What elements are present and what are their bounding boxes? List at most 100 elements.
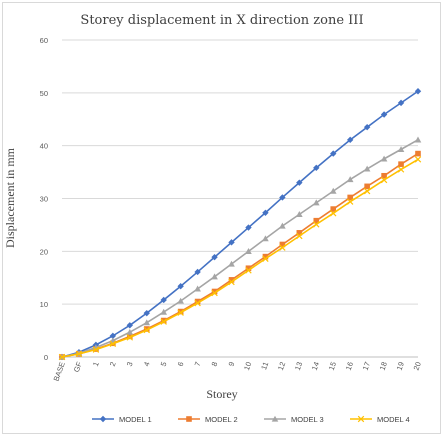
data-point [194, 298, 201, 305]
data-point [313, 221, 320, 228]
data-point [160, 308, 168, 315]
legend-label: MODEL 2 [205, 415, 238, 424]
data-point [279, 194, 286, 201]
data-point [313, 217, 320, 224]
y-tick-label: 20 [40, 247, 48, 256]
data-point [127, 333, 133, 340]
data-point [330, 210, 337, 217]
x-tick-label: 18 [378, 361, 389, 372]
y-tick-label: 30 [40, 195, 48, 204]
chart-frame [2, 2, 441, 434]
data-point [245, 248, 252, 254]
data-point [262, 209, 269, 216]
data-point [364, 183, 370, 190]
data-point [126, 328, 134, 335]
data-point [109, 332, 117, 340]
x-tick-label: 1 [91, 361, 101, 368]
data-point [160, 318, 167, 325]
data-point [211, 288, 218, 295]
data-point [143, 326, 150, 334]
data-point [262, 255, 269, 262]
x-tick-label: 5 [159, 361, 169, 368]
data-point [245, 265, 252, 272]
data-point [380, 155, 388, 162]
data-point [271, 415, 279, 422]
legend: MODEL 1 MODEL 2 MODEL 3 MODEL 4 [92, 415, 410, 424]
x-axis-label: Storey [206, 387, 237, 401]
data-point [414, 88, 422, 95]
data-point [357, 415, 365, 423]
x-tick-label: 12 [276, 361, 287, 372]
legend-label: MODEL 4 [377, 415, 410, 424]
x-tick-label: GF [72, 360, 84, 373]
data-point [228, 260, 235, 267]
data-point [160, 317, 167, 324]
data-point [109, 340, 117, 348]
data-point [126, 322, 134, 329]
data-point [296, 232, 303, 240]
series-model-4 [58, 156, 422, 361]
x-tick-label: 9 [227, 361, 237, 368]
data-point [211, 253, 218, 261]
series-model-1 [58, 88, 422, 361]
y-tick-label: 50 [40, 89, 48, 98]
legend-item: MODEL 1 [92, 415, 152, 424]
data-point [194, 268, 201, 276]
data-point [347, 194, 353, 201]
data-point [194, 299, 201, 307]
legend-item: MODEL 2 [178, 415, 238, 424]
data-point [211, 289, 218, 297]
y-axis-label: Displacement in mm [3, 147, 17, 248]
x-tick-label: 15 [327, 361, 338, 372]
data-point [329, 187, 337, 194]
x-axis-ticks: BASE GF 1 2 3 4 5 6 7 8 9 10 11 12 13 14 15 16 17 18 19 20 [52, 360, 423, 382]
data-point [75, 350, 83, 358]
series-line [61, 90, 419, 358]
data-point [312, 199, 320, 206]
x-tick-label: 4 [142, 361, 152, 368]
legend-label: MODEL 3 [291, 415, 324, 424]
data-point [58, 353, 66, 361]
x-tick-label: 17 [361, 361, 372, 372]
series-line [61, 139, 419, 358]
data-point [177, 283, 184, 290]
x-tick-label: 7 [193, 361, 203, 368]
data-point [363, 165, 371, 172]
data-point [398, 161, 404, 167]
data-point [363, 187, 371, 195]
data-point [177, 297, 184, 304]
x-tick-label: 8 [210, 361, 220, 368]
x-tick-label: 14 [310, 361, 321, 372]
y-tick-label: 10 [40, 300, 48, 309]
data-point [92, 346, 100, 353]
data-point [381, 172, 387, 179]
y-tick-label: 0 [44, 353, 48, 362]
x-tick-label: 10 [242, 361, 253, 372]
series-model-3 [58, 136, 422, 360]
data-point [262, 235, 269, 242]
chart-title: Storey displacement in X direction zone … [80, 13, 363, 28]
data-point [296, 230, 303, 236]
x-tick-label: 2 [108, 361, 118, 368]
x-tick-label: 13 [293, 361, 304, 372]
x-tick-label: 11 [259, 361, 270, 371]
data-point [143, 319, 151, 326]
data-point [228, 239, 235, 246]
x-tick-label: 16 [344, 361, 355, 372]
data-point [346, 176, 354, 183]
series-model-2 [59, 150, 421, 360]
data-point [262, 253, 269, 260]
data-point [414, 156, 422, 163]
y-tick-label: 60 [40, 36, 48, 45]
data-point [380, 111, 388, 118]
data-point [194, 285, 201, 292]
data-point [160, 296, 167, 304]
y-tick-label: 40 [40, 142, 48, 151]
x-tick-label: 19 [395, 361, 406, 372]
data-point [313, 164, 320, 172]
x-tick-label: 3 [125, 361, 135, 368]
data-point [279, 222, 286, 229]
data-point [228, 278, 235, 286]
data-point [397, 146, 405, 153]
